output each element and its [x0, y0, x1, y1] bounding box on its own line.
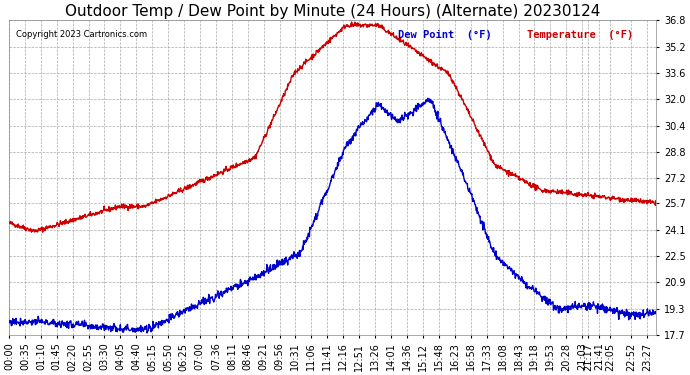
Text: Copyright 2023 Cartronics.com: Copyright 2023 Cartronics.com	[16, 30, 147, 39]
Text: Dew Point  (°F): Dew Point (°F)	[397, 30, 491, 40]
Text: Temperature  (°F): Temperature (°F)	[527, 30, 633, 40]
Title: Outdoor Temp / Dew Point by Minute (24 Hours) (Alternate) 20230124: Outdoor Temp / Dew Point by Minute (24 H…	[65, 4, 600, 19]
